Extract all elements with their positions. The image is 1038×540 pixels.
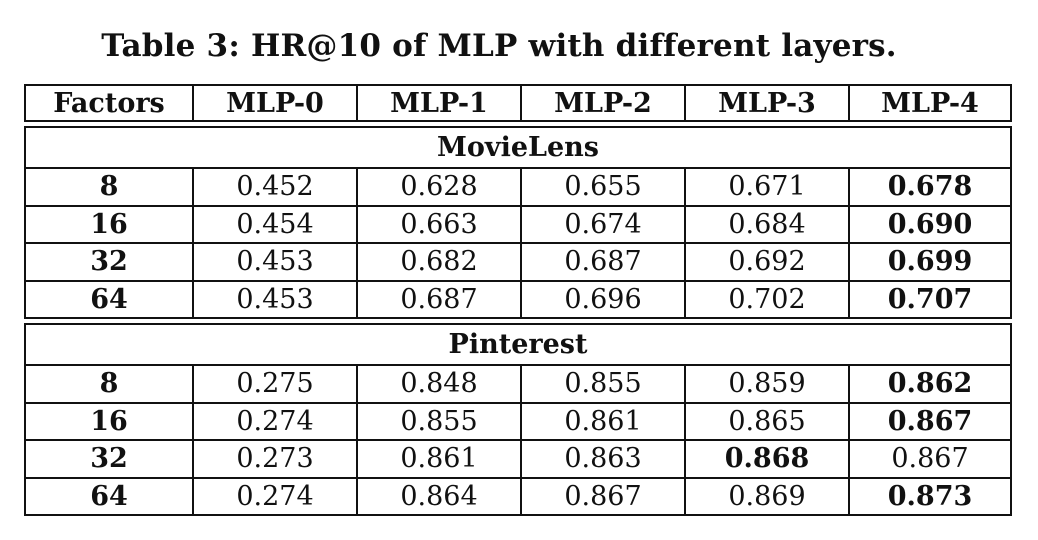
value-cell: 0.690 xyxy=(887,208,973,240)
value-cell: 0.873 xyxy=(887,480,973,512)
value-cell: 0.655 xyxy=(522,169,686,205)
table-row: 64 0.274 0.864 0.867 0.869 0.873 xyxy=(24,478,1012,516)
factors-cell: 8 xyxy=(26,169,194,205)
section-header: MovieLens xyxy=(24,126,1012,169)
table-row: 8 0.275 0.848 0.855 0.859 0.862 xyxy=(24,366,1012,404)
value-cell: 0.862 xyxy=(887,368,973,400)
table-row: 8 0.452 0.628 0.655 0.671 0.678 xyxy=(24,169,1012,207)
value-cell: 0.867 xyxy=(887,405,973,437)
column-header: MLP-4 xyxy=(881,87,979,119)
column-header: MLP-3 xyxy=(686,86,850,120)
value-cell: 0.682 xyxy=(358,244,522,280)
value-cell: 0.687 xyxy=(522,244,686,280)
value-cell: 0.696 xyxy=(522,281,686,317)
value-cell: 0.869 xyxy=(686,478,850,514)
value-cell: 0.848 xyxy=(358,366,522,402)
value-cell: 0.628 xyxy=(358,169,522,205)
value-cell: 0.855 xyxy=(358,403,522,439)
table-row: 32 0.273 0.861 0.863 0.868 0.867 xyxy=(24,441,1012,479)
column-header: Factors xyxy=(26,86,194,120)
value-cell: 0.867 xyxy=(522,478,686,514)
factors-cell: 32 xyxy=(26,244,194,280)
table-caption: Table 3: HR@10 of MLP with different lay… xyxy=(101,28,897,64)
value-cell: 0.692 xyxy=(686,244,850,280)
value-cell: 0.702 xyxy=(686,281,850,317)
value-cell: 0.678 xyxy=(887,171,973,203)
value-cell: 0.868 xyxy=(686,441,850,477)
value-cell: 0.274 xyxy=(194,403,358,439)
table-row: 16 0.274 0.855 0.861 0.865 0.867 xyxy=(24,403,1012,441)
value-cell: 0.274 xyxy=(194,478,358,514)
value-cell: 0.671 xyxy=(686,169,850,205)
column-header: MLP-0 xyxy=(194,86,358,120)
value-cell: 0.867 xyxy=(891,443,969,475)
table-row: 16 0.454 0.663 0.674 0.684 0.690 xyxy=(24,206,1012,244)
factors-cell: 64 xyxy=(26,478,194,514)
table-body: MovieLens 8 0.452 0.628 0.655 0.671 0.678 16 0.4… xyxy=(24,122,1012,516)
value-cell: 0.859 xyxy=(686,366,850,402)
section-header: Pinterest xyxy=(24,323,1012,366)
value-cell: 0.699 xyxy=(887,246,973,278)
table-header-row: Factors MLP-0 MLP-1 MLP-2 MLP-3 MLP-4 xyxy=(24,84,1012,122)
column-header: MLP-1 xyxy=(358,86,522,120)
value-cell: 0.865 xyxy=(686,403,850,439)
table-row: 32 0.453 0.682 0.687 0.692 0.699 xyxy=(24,244,1012,282)
factors-cell: 8 xyxy=(26,366,194,402)
factors-cell: 32 xyxy=(26,441,194,477)
value-cell: 0.687 xyxy=(358,281,522,317)
value-cell: 0.453 xyxy=(194,244,358,280)
value-cell: 0.453 xyxy=(194,281,358,317)
value-cell: 0.707 xyxy=(887,283,973,315)
value-cell: 0.275 xyxy=(194,366,358,402)
column-header: MLP-2 xyxy=(522,86,686,120)
value-cell: 0.864 xyxy=(358,478,522,514)
results-table: Factors MLP-0 MLP-1 MLP-2 MLP-3 MLP-4 Mo… xyxy=(24,84,1012,516)
value-cell: 0.861 xyxy=(522,403,686,439)
factors-cell: 64 xyxy=(26,281,194,317)
value-cell: 0.452 xyxy=(194,169,358,205)
factors-cell: 16 xyxy=(26,403,194,439)
value-cell: 0.684 xyxy=(686,206,850,242)
value-cell: 0.663 xyxy=(358,206,522,242)
value-cell: 0.454 xyxy=(194,206,358,242)
value-cell: 0.863 xyxy=(522,441,686,477)
value-cell: 0.273 xyxy=(194,441,358,477)
factors-cell: 16 xyxy=(26,206,194,242)
value-cell: 0.855 xyxy=(522,366,686,402)
table-row: 64 0.453 0.687 0.696 0.702 0.707 xyxy=(24,281,1012,319)
value-cell: 0.674 xyxy=(522,206,686,242)
value-cell: 0.861 xyxy=(358,441,522,477)
